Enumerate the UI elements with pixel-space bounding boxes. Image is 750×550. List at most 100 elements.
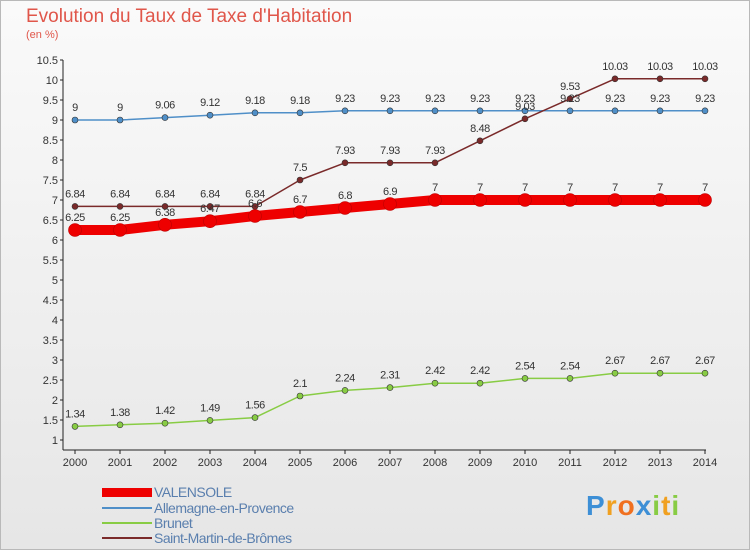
data-label: 9.23	[380, 93, 400, 105]
data-point	[203, 214, 217, 228]
data-point	[113, 223, 127, 237]
data-point	[68, 223, 82, 237]
data-label: 6.84	[200, 188, 220, 200]
data-label: 2.31	[380, 370, 400, 382]
data-label: 9.23	[560, 93, 580, 105]
data-label: 6.7	[293, 194, 307, 206]
x-tick-label: 2000	[63, 457, 87, 469]
data-point	[338, 201, 352, 215]
data-label: 7.93	[425, 145, 445, 157]
axes: 1 1.5 2 2.5 3 3.5 4 4.5 5 5.5 6 6.5 7 7.5 8 8.5 9 9.5 10 10…	[37, 55, 718, 469]
unit-label: (en %)	[26, 29, 59, 41]
data-point	[248, 209, 262, 223]
data-point	[518, 193, 532, 207]
x-tick-label: 2010	[513, 457, 537, 469]
y-tick-label: 7.5	[43, 175, 58, 187]
data-point	[296, 176, 304, 184]
data-label: 9.06	[155, 100, 175, 112]
data-label: 6.8	[338, 190, 352, 202]
data-label: 6.47	[200, 203, 220, 215]
data-label: 2.67	[605, 355, 625, 367]
data-label: 7	[702, 182, 708, 194]
data-point	[656, 107, 664, 115]
data-label: 2.24	[335, 372, 355, 384]
data-label: 6.84	[65, 188, 85, 200]
y-tick-label: 6.5	[43, 215, 58, 227]
series-lines	[68, 75, 712, 430]
data-point	[431, 379, 439, 387]
data-label: 9	[117, 102, 123, 114]
data-point	[701, 107, 709, 115]
legend-label: Saint-Martin-de-Brômes	[154, 530, 292, 546]
x-tick-label: 2007	[378, 457, 402, 469]
legend-item: Saint-Martin-de-Brômes	[102, 530, 292, 546]
data-label: 10.03	[602, 61, 628, 73]
y-tick-label: 10	[46, 75, 58, 87]
data-label: 2.54	[515, 360, 535, 372]
data-label: 6.9	[383, 186, 397, 198]
y-tick-label: 3.5	[43, 335, 58, 347]
data-label: 9.18	[290, 95, 310, 107]
data-label: 9.23	[425, 93, 445, 105]
data-point	[161, 419, 169, 427]
data-point	[698, 193, 712, 207]
legend-item: Allemagne-en-Provence	[102, 500, 294, 516]
data-label: 7	[657, 182, 663, 194]
y-tick-label: 10.5	[37, 55, 58, 67]
legend-label: Brunet	[154, 515, 193, 531]
data-label: 2.67	[650, 355, 670, 367]
data-point	[341, 387, 349, 394]
logo-letter: o	[617, 490, 636, 521]
data-label: 6.6	[248, 198, 262, 210]
data-point	[701, 75, 709, 83]
data-point	[251, 109, 259, 117]
data-point	[116, 421, 124, 429]
data-label: 9.23	[335, 93, 355, 105]
data-label: 7	[612, 182, 618, 194]
x-tick-label: 2011	[558, 457, 582, 469]
y-tick-label: 3	[52, 355, 58, 367]
data-label: 9.23	[470, 93, 490, 105]
data-label: 6.84	[245, 188, 265, 200]
data-point	[566, 107, 574, 115]
y-tick-label: 6	[52, 235, 58, 247]
data-label: 10.03	[692, 61, 718, 73]
data-point	[563, 193, 577, 207]
data-label: 9.03	[515, 101, 535, 113]
x-tick-label: 2014	[693, 457, 717, 469]
legend-swatch	[102, 507, 152, 509]
data-point	[521, 375, 529, 382]
legend-item: Brunet	[102, 515, 193, 531]
data-label: 6.84	[110, 188, 130, 200]
y-tick-label: 4.5	[43, 295, 58, 307]
chart-title: Evolution du Taux de Taxe d'Habitation	[26, 6, 353, 27]
data-point	[251, 414, 259, 421]
data-label: 2.42	[425, 365, 445, 377]
logo-letter: P	[586, 490, 606, 521]
x-tick-label: 2004	[243, 457, 267, 469]
data-point	[521, 115, 529, 123]
y-tick-label: 5	[52, 275, 58, 287]
data-label: 9.23	[515, 93, 535, 105]
logo-letter: t	[661, 490, 672, 521]
data-point	[116, 203, 124, 210]
data-point	[473, 193, 487, 207]
data-point	[521, 107, 529, 115]
legend-swatch	[102, 537, 152, 539]
data-point	[701, 369, 709, 377]
x-tick-label: 2013	[648, 457, 672, 469]
data-label: 7.5	[293, 162, 307, 174]
y-tick-label: 2	[52, 395, 58, 407]
x-tick-label: 2003	[198, 457, 222, 469]
data-point	[428, 193, 442, 207]
data-label: 9.23	[695, 93, 715, 105]
y-tick-label: 1.5	[43, 415, 58, 427]
data-label: 7	[432, 182, 438, 194]
x-tick-label: 2002	[153, 457, 177, 469]
x-tick-label: 2006	[333, 457, 357, 469]
data-point	[158, 218, 172, 232]
data-label: 2.1	[293, 378, 307, 390]
data-label: 2.67	[695, 355, 715, 367]
data-point	[611, 369, 619, 377]
